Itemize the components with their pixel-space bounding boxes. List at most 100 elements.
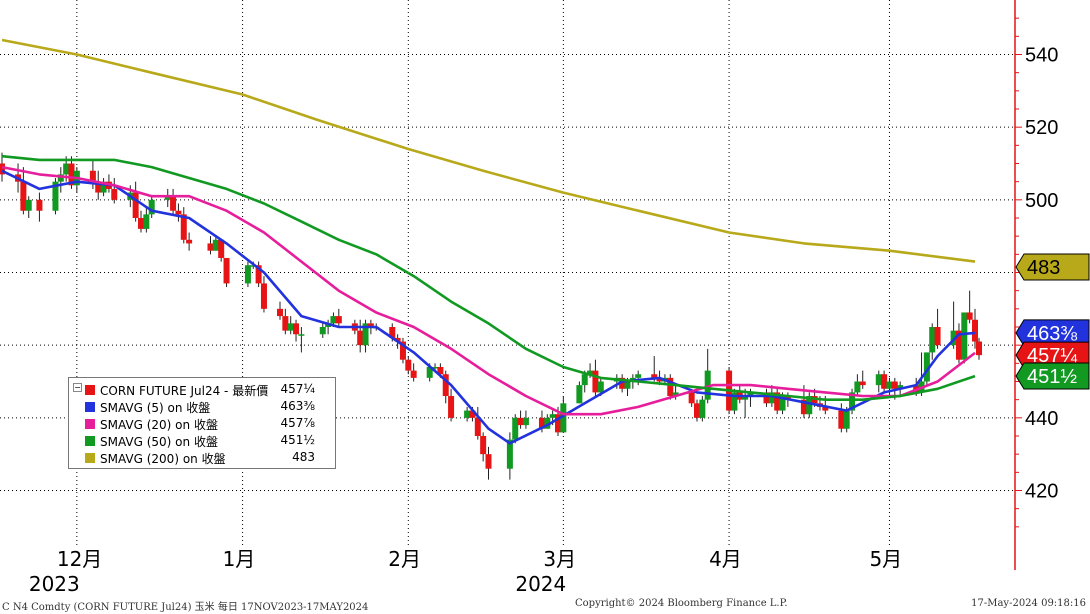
candle-body: [763, 392, 770, 404]
candle-body: [95, 181, 102, 193]
candle-body: [389, 327, 396, 338]
candle-body: [849, 392, 856, 411]
footer-copyright: Copyright© 2024 Bloomberg Finance L.P.: [575, 598, 788, 609]
candle-body: [362, 323, 369, 346]
legend-value: 457¼: [280, 382, 315, 396]
candle-body: [63, 163, 70, 175]
candle-body: [367, 323, 374, 327]
candle-body: [68, 163, 75, 186]
candle-body: [934, 327, 941, 346]
candle-body: [474, 417, 481, 436]
candle-body: [699, 399, 706, 418]
candle-body: [667, 377, 674, 397]
price-axis: 420440460480500520540: [1014, 0, 1058, 570]
legend-swatch: [85, 419, 95, 429]
legend-value: 457⅞: [280, 416, 315, 430]
candle-body: [148, 199, 155, 215]
candle-body: [277, 308, 283, 317]
legend-value: 463⅜: [280, 399, 315, 413]
candle-body: [512, 417, 519, 440]
candle-body: [929, 327, 936, 353]
legend-swatch: [85, 402, 95, 412]
candle-body: [319, 327, 326, 335]
legend-swatch: [85, 436, 95, 446]
candle-body: [207, 243, 214, 251]
legend-collapse-icon[interactable]: −: [73, 383, 82, 392]
y-tick-label: 520: [1025, 117, 1058, 139]
candle-body: [800, 399, 807, 415]
candle-body: [779, 396, 786, 411]
candle-body: [293, 323, 300, 335]
footer-ticker: C N4 Comdty (CORN FUTURE Jul24) 玉米 每日 17…: [2, 602, 369, 613]
candle-body: [576, 385, 583, 404]
legend-swatch: [85, 385, 95, 395]
candle-body: [143, 214, 150, 229]
candle-body: [806, 396, 813, 415]
legend-row-smavg5: SMAVG (5) on 收盤 463⅜: [69, 399, 335, 415]
candle-body: [399, 341, 406, 360]
x-tick-label: 2月: [388, 547, 421, 571]
candle-body: [357, 330, 364, 346]
candle-body: [768, 392, 775, 404]
ma-line: [1, 165, 976, 416]
last-value-text: 457¼: [1027, 345, 1077, 367]
candle-body: [405, 359, 412, 371]
candle-body: [976, 341, 982, 356]
candle-body: [212, 239, 219, 251]
x-tick-label: 12月: [57, 547, 102, 571]
candle-body: [555, 414, 561, 433]
candle-body: [651, 374, 658, 378]
candle-body: [437, 366, 444, 375]
candle-body: [597, 381, 604, 393]
candle-body: [298, 334, 305, 336]
candle-body: [506, 439, 513, 469]
candle-body: [0, 163, 5, 175]
candle-body: [218, 239, 225, 258]
candle-body: [859, 381, 866, 386]
candle-body: [961, 312, 968, 360]
candle-body: [100, 181, 107, 193]
candle-body: [170, 196, 177, 211]
legend-swatch: [85, 453, 95, 463]
candle-body: [25, 199, 32, 211]
candle-body: [20, 181, 27, 211]
candle-body: [635, 374, 642, 378]
x-year-label: 2024: [515, 572, 566, 596]
candle-body: [36, 199, 43, 211]
candle-body: [955, 330, 962, 360]
legend-row-smavg50: SMAVG (50) on 收盤 451½: [69, 433, 335, 449]
candle-body: [522, 417, 529, 426]
candle-body: [624, 381, 631, 389]
ma-line: [1, 38, 976, 263]
candle-body: [255, 265, 262, 284]
candle-body: [966, 312, 973, 320]
x-tick-label: 1月: [223, 547, 256, 571]
candle-body: [731, 392, 738, 411]
legend-value: 451½: [280, 433, 315, 447]
candle-body: [464, 410, 471, 418]
candle-body: [330, 316, 337, 324]
legend-label: SMAVG (5) on 收盤: [100, 401, 211, 415]
legend-row-price: CORN FUTURE Jul24 - 最新價 457¼: [69, 382, 335, 398]
candle-body: [335, 316, 342, 324]
candle-body: [517, 417, 524, 426]
candle-body: [89, 170, 96, 182]
legend-label: SMAVG (50) on 收盤: [100, 435, 218, 449]
legend-label: CORN FUTURE Jul24 - 最新價: [100, 384, 269, 398]
candle-body: [52, 181, 59, 211]
candle-body: [822, 406, 829, 411]
candle-body: [704, 370, 711, 400]
candle-body: [485, 454, 492, 469]
candle-body: [260, 283, 267, 309]
candle-body: [854, 381, 861, 393]
candle-body: [480, 436, 487, 455]
candle-body: [448, 396, 455, 418]
candle-body: [180, 214, 187, 240]
legend-label: SMAVG (200) on 收盤: [100, 452, 226, 466]
last-value-text: 451½: [1027, 366, 1077, 388]
candle-body: [394, 337, 401, 342]
candle-body: [164, 196, 171, 200]
candle-body: [287, 323, 294, 331]
candle-body: [544, 417, 551, 429]
